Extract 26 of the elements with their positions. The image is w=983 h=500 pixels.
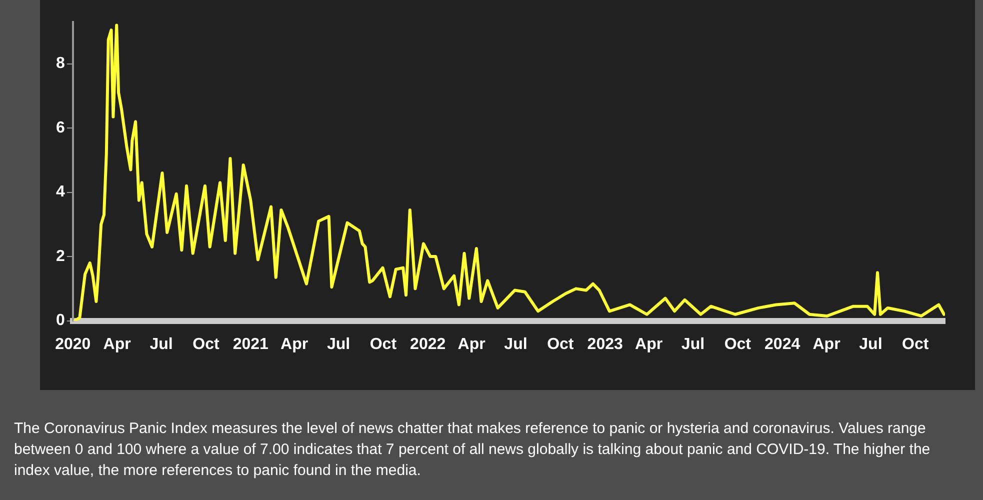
text: The Coronavirus Panic Index measures the level of news chatter that makes reference to panic or hysteria and coronavirus. Values range between 0 and 100 where a value of 7.00 indicates that 7 percent of all news globally is talking about panic and COVID-19. The higher the index value, the more references to panic found in the media. [14, 419, 932, 481]
x-tick-label: Jul [681, 336, 705, 353]
y-tick-label: 8 [56, 55, 65, 72]
x-tick-label: Apr [635, 336, 663, 353]
x-tick-label: Jul [859, 336, 882, 353]
y-tick-label: 0 [56, 312, 65, 330]
y-tick-label: 2 [56, 248, 65, 265]
x-tick-label: Apr [103, 336, 131, 353]
x-tick-label: Oct [370, 336, 398, 353]
x-tick-label: 2020 [55, 336, 91, 353]
x-tick-label: Jul [326, 336, 350, 353]
x-tick-label: 2024 [764, 336, 800, 353]
x-tick-label: Oct [724, 336, 752, 353]
x-tick-label: Jul [150, 336, 173, 353]
x-tick-label: Oct [902, 336, 930, 353]
x-tick-label: Oct [547, 336, 574, 353]
x-tick-label: Oct [192, 336, 220, 353]
x-tick-label: Apr [812, 336, 840, 353]
y-tick-label: 6 [56, 119, 65, 136]
x-tick-label: Jul [504, 336, 528, 353]
x-tick-label: Apr [280, 336, 308, 353]
x-tick-label: Apr [458, 336, 486, 353]
y-tick-label: 4 [56, 184, 65, 201]
x-tick-label: 2022 [410, 336, 446, 353]
x-tick-label: 2023 [587, 336, 623, 353]
x-tick-label: 2021 [232, 336, 269, 353]
